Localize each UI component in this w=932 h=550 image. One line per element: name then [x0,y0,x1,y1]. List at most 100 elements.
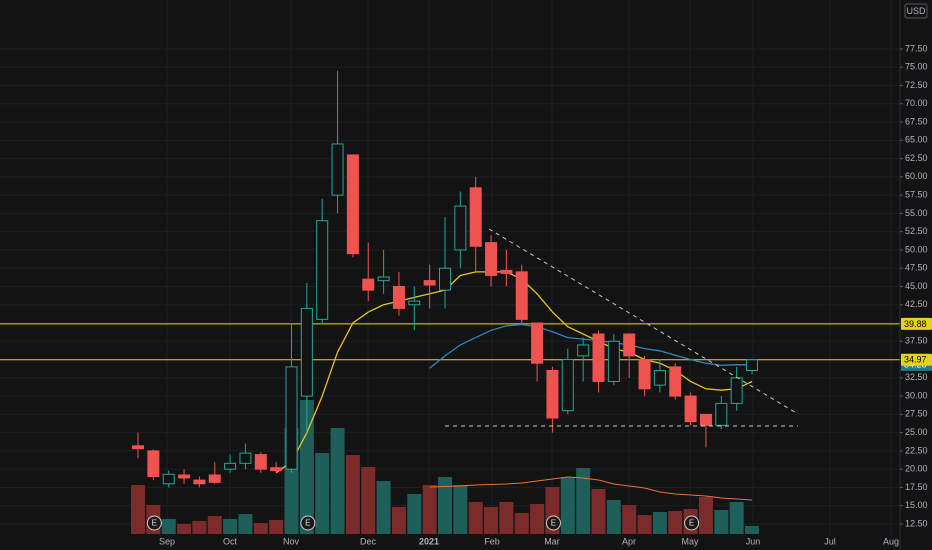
candle-body [623,333,636,357]
y-tick-label: 27.50 [905,409,928,419]
y-tick-label: 67.50 [905,116,928,126]
y-tick-label: 32.50 [905,372,928,382]
x-tick-label: May [681,536,699,546]
candle-body [270,467,283,472]
candle-body [561,359,574,412]
volume-bar [576,468,591,534]
volume-bar [299,400,314,534]
volume-bar [330,428,345,534]
volume-bar [622,505,637,534]
y-tick-label: 37.50 [905,336,928,346]
volume-bar [269,520,284,534]
candle-body [638,359,651,390]
event-marker [684,515,700,531]
event-label: E [152,519,157,528]
y-tick-label: 25.00 [905,427,928,437]
volume-bar [484,507,499,534]
y-tick-label: 17.50 [905,482,928,492]
volume-bar [698,497,713,534]
candle-body [592,333,605,382]
x-tick-label: Jul [824,536,836,546]
candle-body [500,269,513,274]
candle-body [546,370,559,419]
volume-bar [591,489,606,534]
y-tick-label: 60.00 [905,171,928,181]
candle-body [577,344,590,357]
volume-bar [668,511,683,534]
x-tick-label: Nov [283,536,300,546]
candle-body [408,300,421,306]
volume-bar [530,504,545,534]
volume-bar [223,519,238,534]
candle-body [285,366,298,470]
volume-bar [729,502,744,534]
price-axis [900,0,932,550]
volume-bar [453,485,468,534]
event-label: E [551,519,556,528]
event-label: E [305,519,310,528]
candle-body [331,143,344,196]
volume-bar [714,510,729,534]
y-tick-label: 47.50 [905,263,928,273]
volume-bar [438,477,452,534]
candle-body [239,452,252,464]
candle-body [746,359,758,372]
price-tag [901,317,932,330]
volume-bar [253,523,268,534]
price-tag-label: 34.97 [904,355,927,365]
x-tick-label: Sep [159,536,175,546]
x-tick-label: Feb [484,536,500,546]
y-tick-label: 57.50 [905,189,928,199]
candle-body [254,454,267,470]
candle-body [377,276,390,282]
candle-body [162,473,175,485]
currency: USD [906,6,926,16]
volume-bar [499,502,514,534]
y-tick-label: 42.50 [905,299,928,309]
candle-body [439,267,451,291]
volume-bar [345,455,360,534]
x-tick-label: Jun [746,536,761,546]
candle-body [699,413,712,426]
candle-body [669,366,682,397]
volume-bar [192,521,207,534]
candle-body [469,187,482,247]
candle-body [147,450,160,477]
y-tick-label: 50.00 [905,244,928,254]
volume-bar [637,515,652,534]
candle-body [300,307,313,397]
y-tick-label: 75.00 [905,62,928,72]
y-tick-label: 65.00 [905,135,928,145]
x-tick-label: Aug [883,536,899,546]
volume-bar [422,485,437,534]
y-tick-label: 52.50 [905,226,928,236]
event-marker [300,515,316,531]
volume-bar [468,502,483,534]
candle-body [684,395,697,423]
volume-bar [315,453,330,534]
candle-body [224,462,237,470]
y-tick-label: 45.00 [905,281,928,291]
candle-body [362,278,375,291]
y-tick-label: 12.50 [905,518,928,528]
volume-bar [131,485,145,534]
event-label: E [689,519,694,528]
volume-bar [560,477,575,534]
candle-body [607,340,620,382]
y-tick-label: 20.00 [905,464,928,474]
volume-bar [745,526,759,534]
candle-body [392,285,405,309]
volume-ma-line [429,476,753,501]
y-tick-label: 70.00 [905,98,928,108]
volume-bar [177,524,192,534]
x-tick-label: Mar [544,536,560,546]
y-tick-label: 15.00 [905,500,928,510]
axis-labels: 12.50 15.00 17.50 20.00 22.50 25.00 27.50 30.00… [159,43,932,546]
candle-body [132,445,144,450]
x-tick-label: Dec [360,536,377,546]
event-marker [146,515,162,531]
